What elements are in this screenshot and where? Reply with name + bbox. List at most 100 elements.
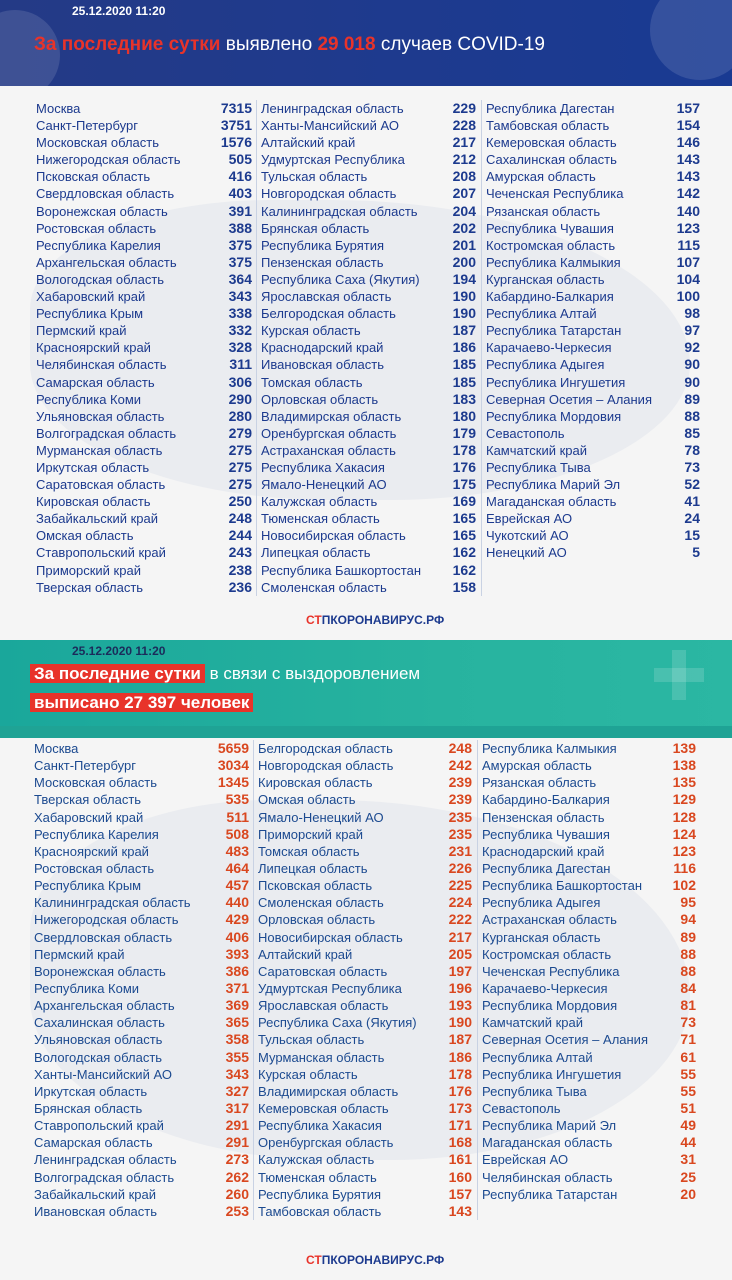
region-count: 306 (228, 373, 252, 390)
region-row: Камчатский край 73 (482, 1014, 696, 1031)
region-row: Псковская область 416 (36, 168, 252, 185)
region-name: Брянская область (261, 220, 370, 236)
region-name: Вологодская область (34, 1049, 163, 1065)
region-name: Омская область (258, 792, 356, 808)
region-name: Кемеровская область (486, 135, 617, 151)
region-name: Республика Мордовия (486, 408, 622, 424)
region-name: Архангельская область (36, 254, 177, 270)
region-name: Республика Бурятия (258, 1186, 382, 1202)
region-row: Свердловская область 403 (36, 185, 252, 202)
region-count: 143 (676, 168, 700, 185)
region-row: Ханты-Мансийский АО 343 (34, 1066, 249, 1083)
region-row: Курганская область 104 (486, 271, 700, 288)
region-name: Ульяновская область (34, 1032, 163, 1048)
region-name: Костромская область (486, 237, 616, 253)
region-row: Ленинградская область 229 (261, 100, 476, 117)
region-row: Карачаево-Черкесия 84 (482, 980, 696, 997)
region-name: Республика Карелия (34, 826, 159, 842)
region-row: Астраханская область 94 (482, 911, 696, 928)
region-name: Красноярский край (36, 340, 151, 356)
region-row: Омская область 244 (36, 527, 252, 544)
region-row: Липецкая область 226 (258, 860, 472, 877)
region-name: Брянская область (34, 1100, 143, 1116)
region-name: Северная Осетия – Алания (486, 391, 652, 407)
region-name: Республика Ингушетия (486, 374, 626, 390)
region-name: Курская область (258, 1066, 358, 1082)
region-count: 176 (448, 1082, 472, 1099)
region-name: Республика Алтай (482, 1049, 593, 1065)
region-row: Нижегородская область 429 (34, 911, 249, 928)
region-row: Кабардино-Балкария 129 (482, 791, 696, 808)
region-count: 197 (448, 962, 472, 979)
region-row: Орловская область 183 (261, 391, 476, 408)
region-row: Республика Алтай 61 (482, 1049, 696, 1066)
region-name: Курская область (261, 323, 361, 339)
region-count: 89 (684, 390, 700, 407)
region-count: 343 (225, 1065, 249, 1082)
region-row: Хабаровский край 511 (34, 809, 249, 826)
region-count: 173 (448, 1099, 472, 1116)
region-count: 291 (225, 1117, 249, 1134)
region-count: 393 (225, 945, 249, 962)
region-count: 168 (448, 1134, 472, 1151)
region-count: 244 (228, 527, 252, 544)
region-name: Ростовская область (34, 860, 155, 876)
region-row: Пермский край 393 (34, 946, 249, 963)
region-name: Свердловская область (36, 186, 175, 202)
region-count: 157 (676, 100, 700, 116)
region-count: 123 (676, 219, 700, 236)
region-count: 248 (228, 510, 252, 527)
region-row: Севастополь 85 (486, 425, 700, 442)
region-row: Республика Бурятия 157 (258, 1186, 472, 1203)
region-name: Ненецкий АО (486, 545, 567, 561)
region-count: 194 (452, 270, 476, 287)
region-row: Кемеровская область 146 (486, 134, 700, 151)
region-count: 217 (448, 928, 472, 945)
region-count: 253 (225, 1202, 249, 1219)
region-count: 138 (672, 757, 696, 774)
region-name: Кемеровская область (258, 1100, 389, 1116)
region-count: 165 (452, 527, 476, 544)
region-name: Тамбовская область (258, 1203, 382, 1219)
region-row: Республика Тыва 73 (486, 459, 700, 476)
region-name: Пермский край (36, 323, 127, 339)
region-row: Хабаровский край 343 (36, 288, 252, 305)
region-name: Нижегородская область (36, 152, 181, 168)
region-row: Тамбовская область 154 (486, 117, 700, 134)
region-count: 98 (684, 305, 700, 322)
region-count: 483 (225, 842, 249, 859)
region-count: 51 (680, 1099, 696, 1116)
recovered-headline-line2: выписано 27 397 человек (30, 693, 254, 713)
region-name: Республика Марий Эл (486, 477, 621, 493)
region-name: Томская область (261, 374, 363, 390)
region-row: Мурманская область 275 (36, 442, 252, 459)
region-row: Калининградская область 204 (261, 203, 476, 220)
region-name: Ульяновская область (36, 408, 165, 424)
region-row: Томская область 185 (261, 374, 476, 391)
recovered-count-highlight: выписано 27 397 человек (30, 693, 254, 712)
region-name: Республика Калмыкия (486, 254, 621, 270)
region-row: Вологодская область 364 (36, 271, 252, 288)
recovered-band (0, 726, 732, 738)
region-name: Ленинградская область (261, 101, 404, 116)
region-count: 193 (448, 997, 472, 1014)
region-row: Сахалинская область 365 (34, 1014, 249, 1031)
region-name: Магаданская область (482, 1135, 613, 1151)
headline-end: случаев COVID-19 (380, 34, 545, 55)
region-name: Псковская область (36, 169, 151, 185)
cases-banner: 25.12.2020 11:20 За последние сутки выяв… (0, 0, 732, 86)
recovered-column-3: Республика Калмыкия 139 Амурская область 13… (482, 740, 696, 1203)
cross-decoration (654, 668, 704, 682)
region-name: Калининградская область (261, 203, 418, 219)
region-name: Свердловская область (34, 929, 173, 945)
region-name: Республика Хакасия (258, 1118, 382, 1134)
region-row: Ульяновская область 358 (34, 1031, 249, 1048)
region-row: Алтайский край 205 (258, 946, 472, 963)
region-row: Ямало-Ненецкий АО 235 (258, 809, 472, 826)
region-name: Ямало-Ненецкий АО (258, 809, 384, 825)
region-row: Магаданская область 44 (482, 1134, 696, 1151)
region-count: 196 (448, 979, 472, 996)
region-name: Тверская область (36, 579, 144, 595)
region-row: Удмуртская Республика 212 (261, 151, 476, 168)
region-name: Краснодарский край (482, 843, 605, 859)
